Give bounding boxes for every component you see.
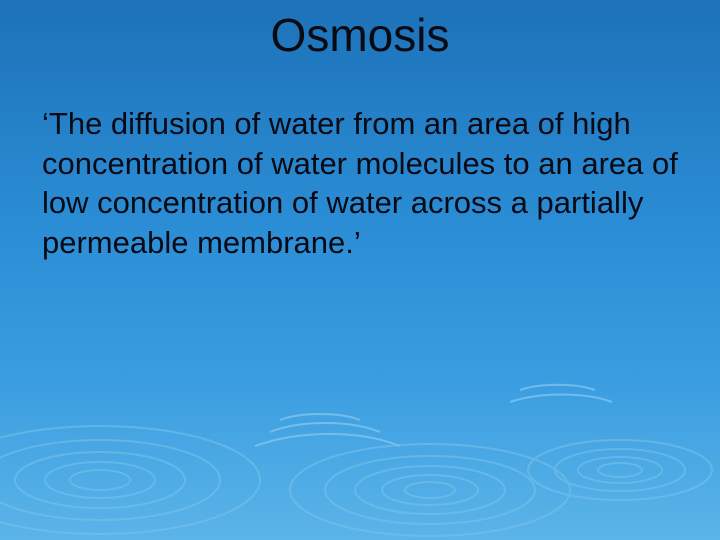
water-ripples-decoration (0, 320, 720, 540)
slide-body-text: ‘The diffusion of water from an area of … (42, 104, 678, 263)
slide-title: Osmosis (0, 8, 720, 62)
slide: Osmosis ‘The diffusion of water from an … (0, 0, 720, 540)
